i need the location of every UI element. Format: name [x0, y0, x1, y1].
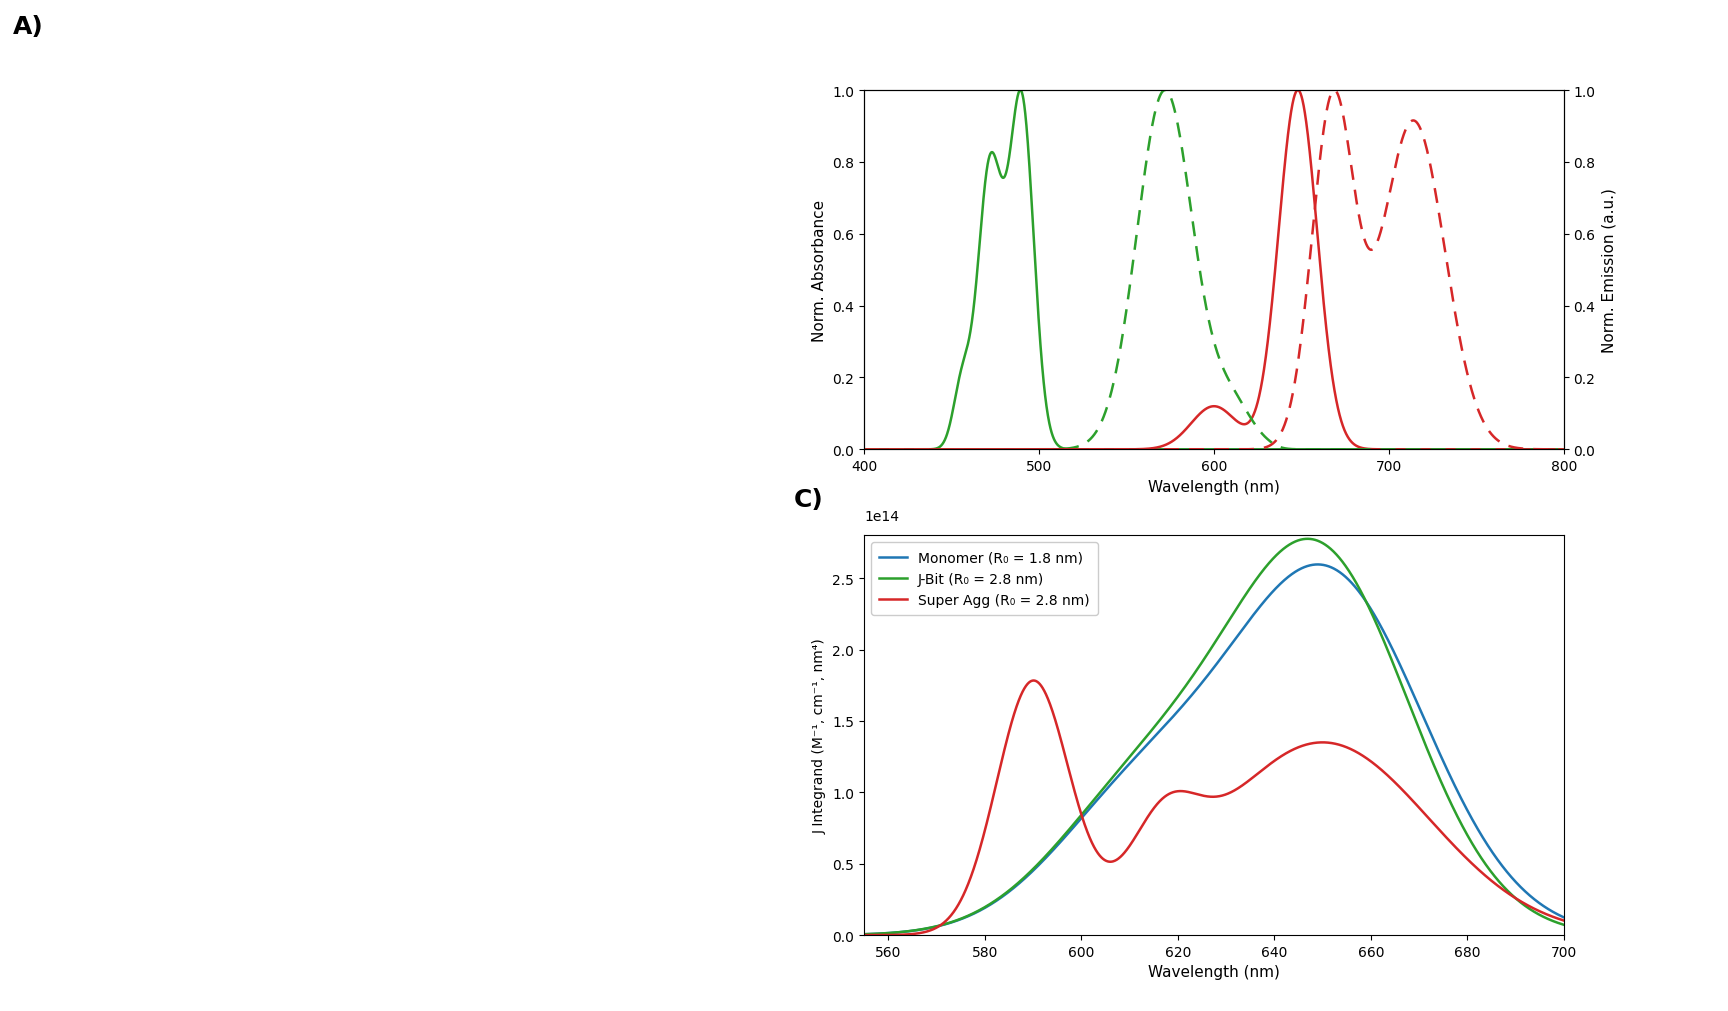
X-axis label: Wavelength (nm): Wavelength (nm): [1147, 479, 1280, 494]
X-axis label: Wavelength (nm): Wavelength (nm): [1147, 964, 1280, 980]
Super Agg (R₀ = 2.8 nm): [854, 929, 874, 941]
Text: C): C): [793, 488, 824, 512]
Line: J-Bit (R₀ = 2.8 nm): J-Bit (R₀ = 2.8 nm): [864, 539, 1588, 934]
Monomer (R₀ = 1.8 nm): [1486, 851, 1507, 863]
J-Bit (R₀ = 2.8 nm): [854, 928, 874, 940]
Monomer (R₀ = 1.8 nm): [980, 899, 1001, 911]
Monomer (R₀ = 1.8 nm): [1578, 920, 1598, 932]
Line: Monomer (R₀ = 1.8 nm): Monomer (R₀ = 1.8 nm): [864, 565, 1588, 934]
Y-axis label: Norm. Absorbance: Norm. Absorbance: [812, 199, 826, 342]
Monomer (R₀ = 1.8 nm): [1306, 559, 1327, 571]
J-Bit (R₀ = 2.8 nm): [1163, 698, 1184, 710]
J-Bit (R₀ = 2.8 nm): [980, 899, 1001, 911]
Super Agg (R₀ = 2.8 nm): [1163, 787, 1184, 799]
J-Bit (R₀ = 2.8 nm): [1578, 924, 1598, 936]
Text: A): A): [12, 15, 43, 39]
J-Bit (R₀ = 2.8 nm): [1486, 872, 1507, 885]
Super Agg (R₀ = 2.8 nm): [1023, 674, 1044, 686]
Super Agg (R₀ = 2.8 nm): [980, 806, 1001, 818]
Super Agg (R₀ = 2.8 nm): [1564, 917, 1585, 929]
J-Bit (R₀ = 2.8 nm): [1298, 533, 1318, 545]
Legend: Monomer (R₀ = 1.8 nm), J-Bit (R₀ = 2.8 nm), Super Agg (R₀ = 2.8 nm): Monomer (R₀ = 1.8 nm), J-Bit (R₀ = 2.8 n…: [871, 543, 1097, 616]
Super Agg (R₀ = 2.8 nm): [1578, 921, 1598, 933]
Y-axis label: Norm. Emission (a.u.): Norm. Emission (a.u.): [1602, 188, 1616, 353]
Monomer (R₀ = 1.8 nm): [1564, 916, 1585, 928]
Super Agg (R₀ = 2.8 nm): [937, 914, 957, 926]
Monomer (R₀ = 1.8 nm): [937, 918, 957, 930]
Monomer (R₀ = 1.8 nm): [1163, 711, 1184, 723]
J-Bit (R₀ = 2.8 nm): [1564, 921, 1585, 933]
Monomer (R₀ = 1.8 nm): [1132, 745, 1153, 757]
Super Agg (R₀ = 2.8 nm): [1486, 879, 1507, 891]
J-Bit (R₀ = 2.8 nm): [937, 918, 957, 930]
Text: 1e14: 1e14: [864, 510, 899, 524]
Super Agg (R₀ = 2.8 nm): [1132, 821, 1153, 833]
Monomer (R₀ = 1.8 nm): [854, 928, 874, 940]
Y-axis label: J Integrand (M⁻¹, cm⁻¹, nm⁴): J Integrand (M⁻¹, cm⁻¹, nm⁴): [812, 638, 826, 833]
Line: Super Agg (R₀ = 2.8 nm): Super Agg (R₀ = 2.8 nm): [864, 680, 1588, 935]
J-Bit (R₀ = 2.8 nm): [1132, 737, 1153, 749]
